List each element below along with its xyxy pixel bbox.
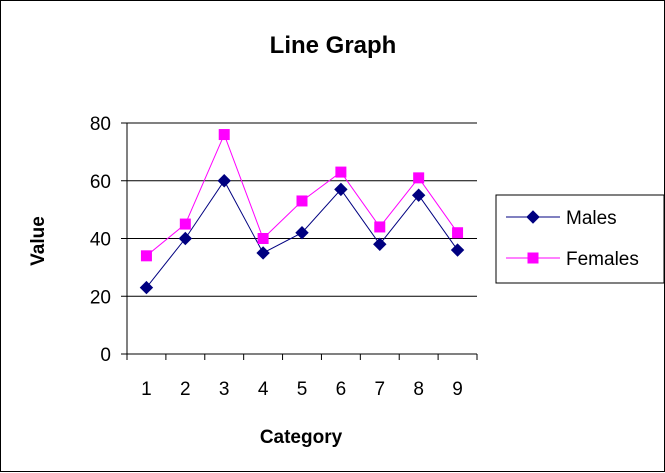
y-tick-label: 80: [90, 114, 111, 135]
y-tick-label: 60: [90, 172, 111, 193]
x-tick-label: 1: [141, 379, 152, 400]
data-point-males: [411, 188, 426, 202]
data-point-females: [452, 227, 464, 239]
y-tick-label: 0: [100, 345, 111, 366]
x-tick-label: 5: [297, 379, 308, 400]
x-axis-title: Category: [260, 427, 343, 448]
x-tick-label: 8: [413, 379, 424, 400]
x-tick-label: 3: [219, 379, 230, 400]
data-point-females: [218, 129, 230, 141]
data-point-females: [413, 172, 425, 184]
data-point-males: [139, 280, 154, 295]
legend: Males Females: [495, 194, 665, 284]
data-point-males: [178, 231, 193, 246]
data-point-females: [140, 250, 152, 262]
y-tick-label: 40: [90, 230, 111, 251]
data-point-males: [295, 226, 309, 240]
legend-label-females: Females: [566, 249, 639, 270]
legend-marker-females: [527, 252, 539, 264]
data-point-females: [179, 218, 191, 230]
series-males: [139, 174, 465, 295]
series-layer: [139, 129, 465, 295]
x-tick-label: 6: [336, 379, 347, 400]
legend-label-males: Males: [566, 208, 617, 229]
gridlines: [127, 122, 477, 297]
legend-entry-females: Females: [506, 249, 639, 270]
legend-entry-males: Males: [506, 208, 617, 229]
data-point-females: [335, 166, 347, 178]
data-point-males: [450, 243, 465, 257]
data-point-males: [217, 174, 231, 188]
legend-marker-males: [526, 210, 540, 224]
x-tick-labels: 1 2 3 4 5 6 7 8 9: [141, 379, 463, 400]
x-tick-label: 9: [452, 379, 463, 400]
x-tick-label: 7: [374, 379, 385, 400]
y-tick-label: 20: [90, 287, 111, 308]
data-point-females: [257, 233, 269, 244]
legend-box: [495, 194, 665, 284]
data-point-males: [373, 237, 387, 251]
x-tick-label: 2: [180, 379, 191, 400]
axes: [121, 122, 478, 360]
chart-title: Line Graph: [270, 32, 397, 59]
data-point-males: [334, 182, 348, 197]
data-point-males: [256, 246, 270, 260]
x-tick-label: 4: [258, 379, 269, 400]
y-axis-title: Value: [28, 216, 49, 266]
data-point-females: [296, 195, 308, 207]
data-point-females: [374, 221, 386, 233]
series-females: [140, 129, 464, 262]
y-tick-labels: 0 20 40 60 80: [90, 114, 111, 366]
